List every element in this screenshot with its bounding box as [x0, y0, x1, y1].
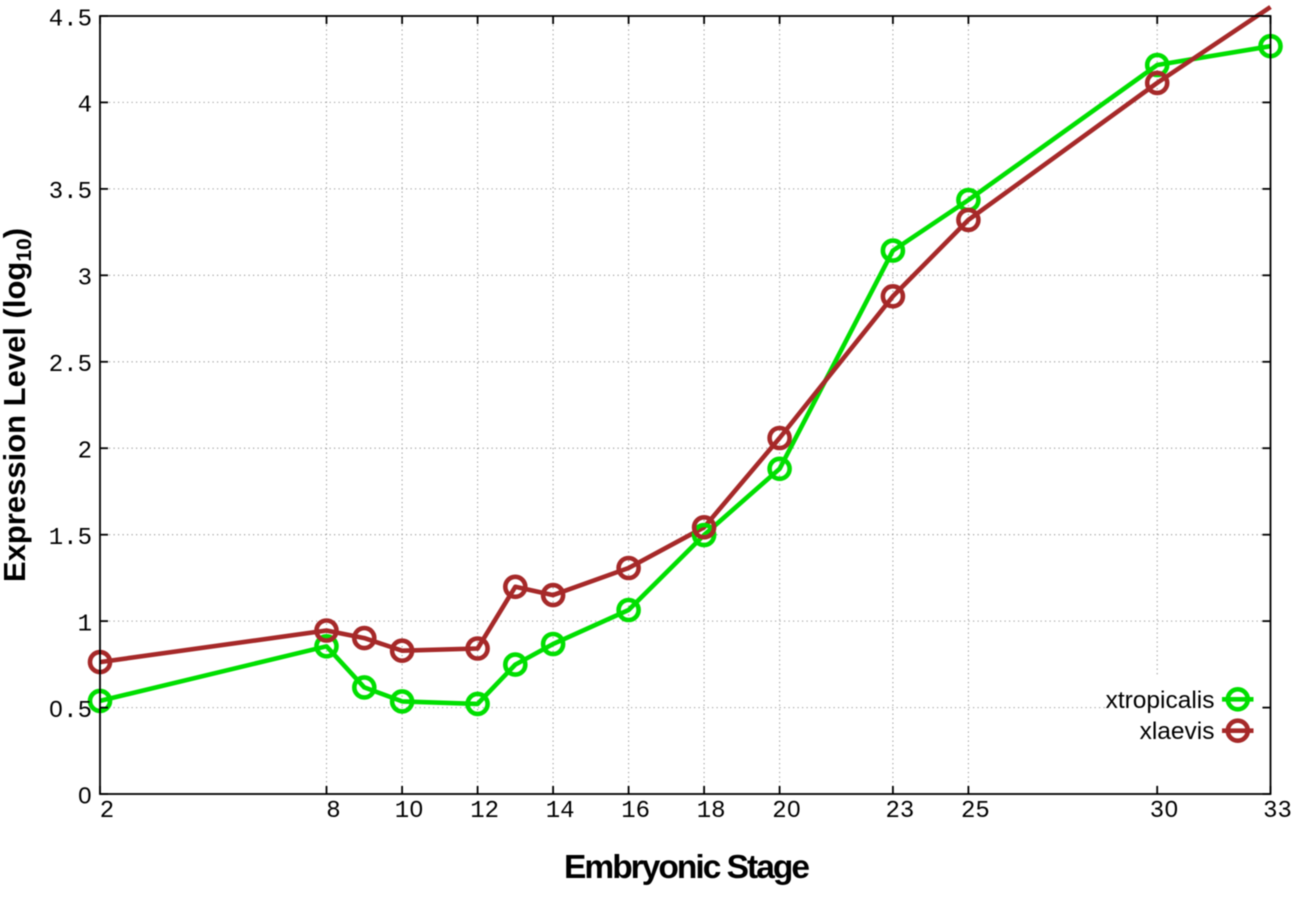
- svg-text:33: 33: [1263, 798, 1292, 825]
- svg-text:30: 30: [1150, 798, 1179, 825]
- svg-text:2: 2: [78, 439, 92, 466]
- svg-text:2.5: 2.5: [49, 352, 92, 379]
- svg-text:3.5: 3.5: [49, 179, 92, 206]
- svg-text:12: 12: [470, 798, 499, 825]
- svg-text:25: 25: [961, 798, 990, 825]
- svg-text:2: 2: [100, 798, 114, 825]
- svg-text:20: 20: [772, 798, 801, 825]
- svg-text:16: 16: [621, 798, 650, 825]
- svg-text:4: 4: [78, 93, 92, 120]
- svg-text:10: 10: [395, 798, 424, 825]
- svg-text:4.5: 4.5: [49, 6, 92, 33]
- svg-text:Expression Level (log10): Expression Level (log10): [0, 228, 36, 582]
- svg-text:xlaevis: xlaevis: [1140, 718, 1215, 745]
- svg-text:1.5: 1.5: [49, 525, 92, 552]
- svg-text:1: 1: [78, 611, 92, 638]
- svg-text:3: 3: [78, 266, 92, 293]
- svg-text:14: 14: [546, 798, 575, 825]
- svg-text:xtropicalis: xtropicalis: [1106, 687, 1215, 714]
- svg-text:18: 18: [697, 798, 726, 825]
- svg-text:23: 23: [885, 798, 914, 825]
- svg-text:8: 8: [326, 798, 340, 825]
- svg-text:Embryonic Stage: Embryonic Stage: [564, 849, 810, 886]
